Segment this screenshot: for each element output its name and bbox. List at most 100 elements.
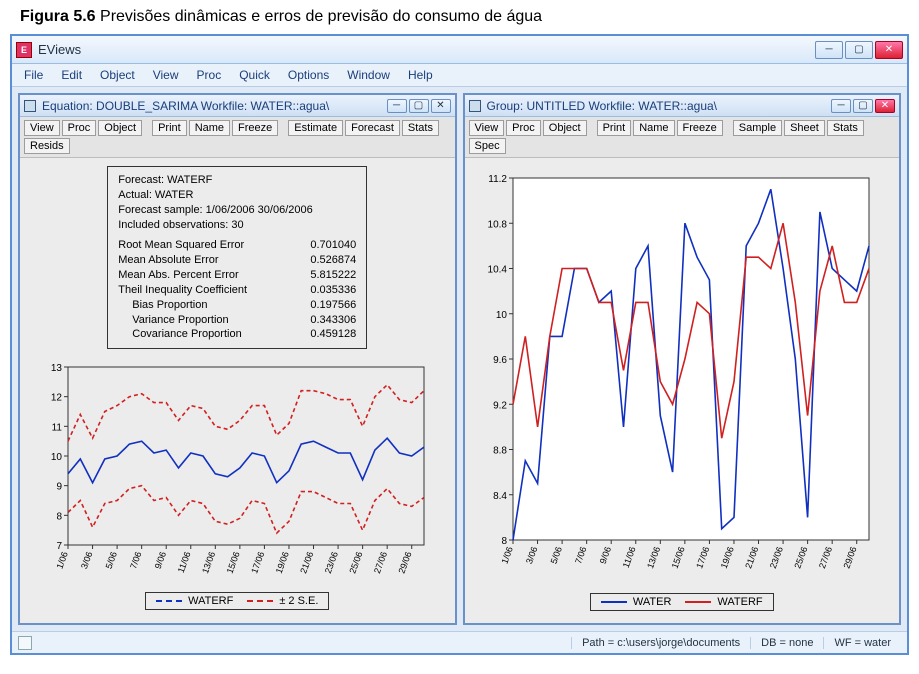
eq-minimize-button[interactable]: ─ [387, 99, 407, 113]
eq-maximize-button[interactable]: ▢ [409, 99, 429, 113]
window-buttons: ─ ▢ ✕ [815, 41, 903, 59]
forecast-stats-box: Forecast: WATERFActual: WATERForecast sa… [107, 166, 367, 349]
legend-item: ± 2 S.E. [247, 595, 318, 607]
svg-text:8: 8 [56, 512, 62, 523]
svg-text:11/06: 11/06 [176, 551, 193, 575]
grp-object-button[interactable]: Object [543, 120, 587, 136]
menu-view[interactable]: View [145, 66, 187, 84]
comparison-chart: 88.48.89.29.61010.410.811.21/063/065/067… [473, 166, 892, 615]
stats-header-line: Forecast sample: 1/06/2006 30/06/2006 [118, 203, 312, 218]
maximize-button[interactable]: ▢ [845, 41, 873, 59]
eq-forecast-button[interactable]: Forecast [345, 120, 400, 136]
menu-file[interactable]: File [16, 66, 51, 84]
forecast-chart: 789101112131/063/065/067/069/0611/0613/0… [28, 355, 447, 614]
equation-icon [24, 100, 36, 112]
eq-print-button[interactable]: Print [152, 120, 187, 136]
minimize-button[interactable]: ─ [815, 41, 843, 59]
stats-value: 0.197566 [310, 298, 356, 313]
svg-text:10.8: 10.8 [487, 219, 507, 230]
svg-text:9.2: 9.2 [493, 400, 507, 411]
grp-sheet-button[interactable]: Sheet [784, 120, 825, 136]
close-button[interactable]: ✕ [875, 41, 903, 59]
svg-text:10: 10 [495, 310, 507, 321]
svg-text:5/06: 5/06 [548, 545, 563, 565]
workspace: Equation: DOUBLE_SARIMA Workfile: WATER:… [12, 87, 907, 631]
eq-stats-button[interactable]: Stats [402, 120, 439, 136]
svg-text:9/06: 9/06 [597, 545, 612, 565]
equation-window: Equation: DOUBLE_SARIMA Workfile: WATER:… [18, 93, 457, 625]
svg-text:1/06: 1/06 [499, 545, 514, 565]
svg-text:9/06: 9/06 [153, 551, 168, 571]
eq-resids-button[interactable]: Resids [24, 138, 70, 154]
group-title: Group: UNTITLED Workfile: WATER::agua\ [487, 99, 832, 113]
svg-text:21/06: 21/06 [743, 545, 760, 570]
group-toolbar: ViewProcObject PrintNameFreeze SampleSheet… [465, 117, 900, 158]
legend-item: WATERF [156, 595, 233, 607]
svg-text:3/06: 3/06 [524, 545, 539, 565]
stats-value: 5.815222 [310, 268, 356, 283]
eq-proc-button[interactable]: Proc [62, 120, 97, 136]
menu-options[interactable]: Options [280, 66, 337, 84]
eq-object-button[interactable]: Object [98, 120, 142, 136]
app-window: E EViews ─ ▢ ✕ FileEditObjectViewProcQui… [10, 34, 909, 655]
stats-value: 0.459128 [310, 327, 356, 342]
grp-view-button[interactable]: View [469, 120, 505, 136]
eq-view-button[interactable]: View [24, 120, 60, 136]
stats-header-line: Forecast: WATERF [118, 173, 212, 188]
menu-help[interactable]: Help [400, 66, 441, 84]
grp-proc-button[interactable]: Proc [506, 120, 541, 136]
svg-text:10.4: 10.4 [487, 265, 507, 276]
stats-value: 0.526874 [310, 253, 356, 268]
equation-toolbar: ViewProcObject PrintNameFreeze EstimateFor… [20, 117, 455, 158]
svg-text:23/06: 23/06 [323, 551, 340, 576]
grp-maximize-button[interactable]: ▢ [853, 99, 873, 113]
svg-text:29/06: 29/06 [841, 545, 858, 570]
eq-close-button[interactable]: ✕ [431, 99, 451, 113]
menu-bar: FileEditObjectViewProcQuickOptionsWindow… [12, 64, 907, 87]
svg-text:17/06: 17/06 [249, 551, 266, 576]
app-icon: E [16, 42, 32, 58]
svg-text:7/06: 7/06 [128, 551, 143, 571]
menu-quick[interactable]: Quick [231, 66, 278, 84]
grp-close-button[interactable]: ✕ [875, 99, 895, 113]
svg-text:13: 13 [51, 363, 63, 374]
grp-minimize-button[interactable]: ─ [831, 99, 851, 113]
svg-text:1/06: 1/06 [54, 551, 69, 571]
app-title: EViews [38, 42, 815, 57]
svg-text:19/06: 19/06 [718, 545, 735, 570]
svg-text:29/06: 29/06 [397, 551, 414, 576]
svg-text:13/06: 13/06 [645, 545, 662, 570]
svg-text:10: 10 [51, 452, 63, 463]
stats-header-line: Actual: WATER [118, 188, 193, 203]
status-indicator [18, 636, 32, 650]
svg-text:11: 11 [52, 423, 63, 434]
svg-text:12: 12 [51, 393, 63, 404]
svg-text:3/06: 3/06 [79, 551, 94, 571]
grp-name-button[interactable]: Name [633, 120, 674, 136]
stats-label: Theil Inequality Coefficient [118, 283, 247, 298]
titlebar: E EViews ─ ▢ ✕ [12, 36, 907, 64]
svg-text:9.6: 9.6 [493, 355, 507, 366]
eq-freeze-button[interactable]: Freeze [232, 120, 278, 136]
eq-estimate-button[interactable]: Estimate [288, 120, 343, 136]
menu-proc[interactable]: Proc [189, 66, 230, 84]
eq-name-button[interactable]: Name [189, 120, 230, 136]
svg-text:27/06: 27/06 [372, 551, 389, 576]
status-path: Path = c:\users\jorge\documents [571, 637, 750, 649]
grp-print-button[interactable]: Print [597, 120, 632, 136]
grp-sample-button[interactable]: Sample [733, 120, 782, 136]
menu-edit[interactable]: Edit [53, 66, 90, 84]
stats-value: 0.035336 [310, 283, 356, 298]
svg-text:25/06: 25/06 [792, 545, 809, 570]
grp-freeze-button[interactable]: Freeze [677, 120, 723, 136]
menu-window[interactable]: Window [339, 66, 398, 84]
svg-text:15/06: 15/06 [669, 545, 686, 570]
grp-spec-button[interactable]: Spec [469, 138, 506, 154]
stats-header-line: Included observations: 30 [118, 218, 243, 233]
figure-caption: Figura 5.6 Previsões dinâmicas e erros d… [0, 0, 919, 34]
grp-stats-button[interactable]: Stats [827, 120, 864, 136]
stats-label: Root Mean Squared Error [118, 238, 244, 253]
svg-text:17/06: 17/06 [694, 545, 711, 570]
stats-label: Mean Abs. Percent Error [118, 268, 238, 283]
menu-object[interactable]: Object [92, 66, 143, 84]
